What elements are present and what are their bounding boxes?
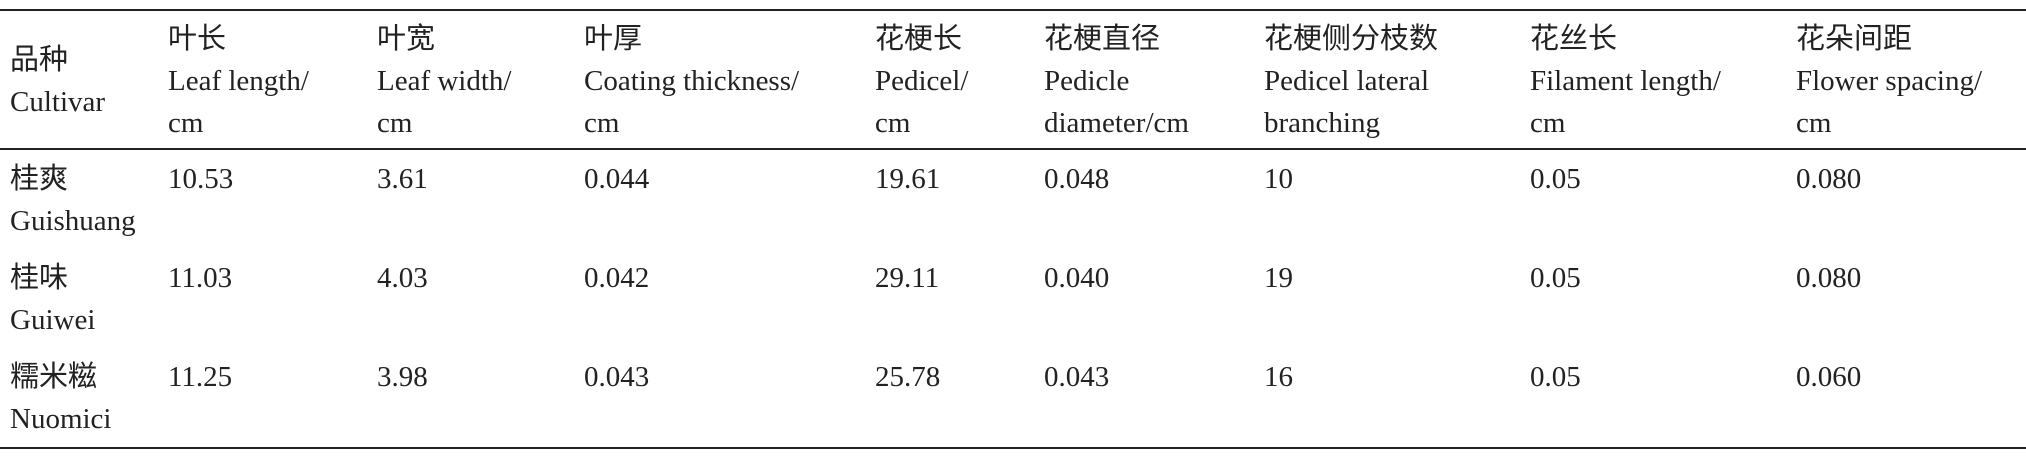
header-cell: 叶长 <box>168 23 227 55</box>
data-cell: 19.61 <box>875 163 941 195</box>
data-cell: 0.043 <box>584 361 650 393</box>
top-rule <box>0 9 2026 11</box>
data-cell: 0.044 <box>584 163 650 195</box>
header-cell: Leaf width/ <box>377 65 512 97</box>
header-rule <box>0 148 2026 150</box>
cultivar-cell: Guishuang <box>10 205 136 237</box>
header-cell: cm <box>1796 107 1832 139</box>
header-cell: 叶宽 <box>377 23 436 55</box>
cultivar-cell: Guiwei <box>10 304 96 336</box>
cultivar-cell: 桂味 <box>10 262 69 294</box>
data-cell: 0.042 <box>584 262 650 294</box>
data-cell: 11.03 <box>168 262 233 294</box>
data-cell: 4.03 <box>377 262 428 294</box>
cultivar-cell: 桂爽 <box>10 163 69 195</box>
data-cell: 0.043 <box>1044 361 1110 393</box>
header-cell: cm <box>377 107 413 139</box>
data-cell: 0.080 <box>1796 163 1862 195</box>
data-cell: 10 <box>1264 163 1293 195</box>
data-cell: 0.080 <box>1796 262 1862 294</box>
header-cell: diameter/cm <box>1044 107 1189 139</box>
header-cell: Filament length/ <box>1530 65 1721 97</box>
header-cell: Flower spacing/ <box>1796 65 1983 97</box>
data-cell: 0.060 <box>1796 361 1862 393</box>
header-cell: Pedicel lateral <box>1264 65 1430 97</box>
data-cell: 0.05 <box>1530 262 1581 294</box>
header-cell: cm <box>875 107 911 139</box>
header-cell: branching <box>1264 107 1380 139</box>
data-cell: 0.05 <box>1530 361 1581 393</box>
header-cell: 品种 <box>10 44 69 76</box>
bottom-rule <box>0 447 2026 449</box>
header-cell: Pedicel/ <box>875 65 969 97</box>
data-cell: 3.61 <box>377 163 428 195</box>
header-cell: cm <box>584 107 620 139</box>
header-cell: 叶厚 <box>584 23 643 55</box>
data-cell: 10.53 <box>168 163 234 195</box>
data-cell: 3.98 <box>377 361 428 393</box>
data-cell: 0.048 <box>1044 163 1110 195</box>
data-cell: 0.040 <box>1044 262 1110 294</box>
data-cell: 0.05 <box>1530 163 1581 195</box>
header-cell: Leaf length/ <box>168 65 309 97</box>
data-cell: 19 <box>1264 262 1293 294</box>
header-cell: 花梗长 <box>875 23 963 55</box>
header-cell: 花梗直径 <box>1044 23 1161 55</box>
header-cell: 花梗侧分枝数 <box>1264 23 1439 55</box>
cultivar-cell: Nuomici <box>10 403 112 435</box>
header-cell: 花朵间距 <box>1796 23 1913 55</box>
header-cell: cm <box>1530 107 1566 139</box>
data-cell: 29.11 <box>875 262 940 294</box>
data-cell: 25.78 <box>875 361 941 393</box>
header-cell: Pedicle <box>1044 65 1130 97</box>
header-cell: Cultivar <box>10 86 106 118</box>
cultivar-cell: 糯米糍 <box>10 361 98 393</box>
header-cell: cm <box>168 107 204 139</box>
data-cell: 16 <box>1264 361 1293 393</box>
header-cell: 花丝长 <box>1530 23 1618 55</box>
header-cell: Coating thickness/ <box>584 65 800 97</box>
data-cell: 11.25 <box>168 361 233 393</box>
